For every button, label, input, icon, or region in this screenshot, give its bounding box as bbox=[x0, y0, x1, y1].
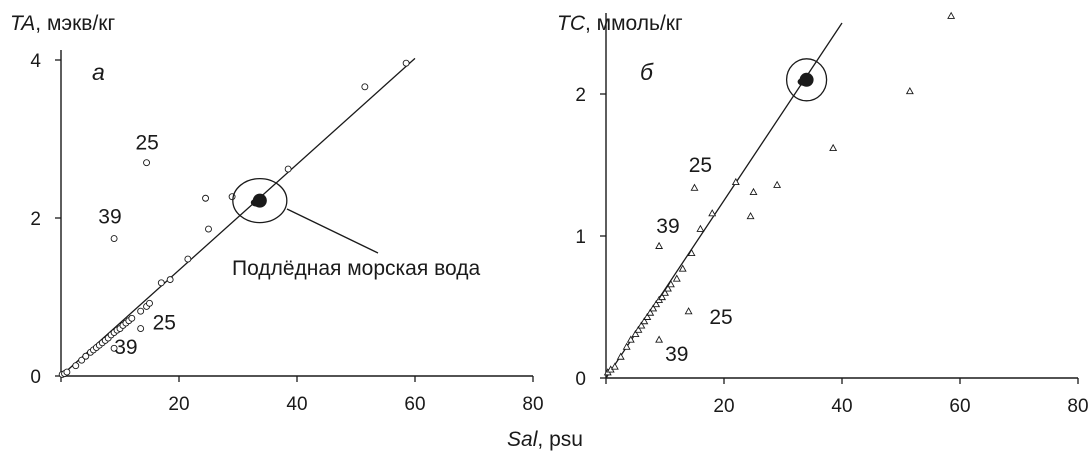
panel-b-data-point bbox=[948, 13, 954, 19]
panel-b-data-point bbox=[907, 88, 913, 94]
panel-a-data-point bbox=[111, 236, 117, 242]
panel-b-sample-label: 25 bbox=[709, 306, 732, 329]
panel-b-x-tick-label: 60 bbox=[949, 396, 970, 417]
panel-a-data-point bbox=[144, 160, 150, 166]
panel-a-y-tick-label: 4 bbox=[30, 51, 41, 72]
panel-b-y-tick-label: 0 bbox=[575, 369, 586, 390]
panel-a-data-point bbox=[167, 277, 173, 283]
panel-a-data-point bbox=[362, 84, 368, 90]
panel-b-sample-label: 39 bbox=[665, 343, 688, 366]
panel-a-data-point bbox=[185, 256, 191, 262]
panel-a-data-point bbox=[158, 280, 164, 286]
panel-b-y-tick-label: 2 bbox=[575, 85, 586, 106]
panel-a-y-tick-label: 0 bbox=[30, 367, 41, 388]
panel-a-data-point bbox=[64, 369, 70, 375]
panel-a-x-tick-label: 80 bbox=[522, 394, 543, 415]
panel-b-data-point bbox=[697, 226, 703, 232]
panel-a-data-point bbox=[129, 315, 135, 321]
panel-b-data-point bbox=[656, 243, 662, 249]
panel-b-data-point bbox=[618, 354, 624, 360]
panel-b-y-tick-label: 1 bbox=[575, 227, 586, 248]
panel-b-data-point bbox=[674, 275, 680, 281]
panel-b-sample-label: 25 bbox=[689, 154, 712, 177]
panel-a-data-point bbox=[147, 300, 153, 306]
callout-label: Подлёдная морская вода bbox=[232, 257, 480, 280]
panel-b-chart: TC, ммоль/кг б 20 40 60 80 0 1 2 25 39 25 39 bbox=[557, 12, 1089, 417]
panel-a-data-point bbox=[403, 60, 409, 66]
panel-b-data-point bbox=[612, 363, 618, 369]
panel-a-data-point bbox=[206, 226, 212, 232]
panel-b-letter: б bbox=[640, 59, 654, 85]
panel-a-y-tick-label: 2 bbox=[30, 209, 41, 230]
panel-a-x-tick-label: 20 bbox=[168, 394, 189, 415]
panel-b-cluster-blob bbox=[798, 78, 810, 86]
panel-a-data-point bbox=[73, 363, 79, 369]
panel-b-x-tick-label: 20 bbox=[713, 396, 734, 417]
panel-a-x-tick-label: 60 bbox=[404, 394, 425, 415]
panel-b-y-axis-title: TC, ммоль/кг bbox=[557, 12, 683, 35]
panel-a-data-point bbox=[285, 166, 291, 172]
panel-b-data-point bbox=[685, 308, 691, 314]
panel-a-sample-label: 39 bbox=[98, 206, 121, 229]
callout-leader-line bbox=[287, 209, 378, 253]
panel-b-data-point bbox=[830, 145, 836, 151]
panel-b-data-point bbox=[709, 210, 715, 216]
panel-a-sample-label: 25 bbox=[153, 311, 176, 334]
panel-b-data-point bbox=[750, 189, 756, 195]
panel-a-chart: TA, мэкв/кг а 20 40 60 80 0 2 4 25 39 25 39 bbox=[10, 12, 544, 415]
x-axis-title: Sal, psu bbox=[507, 428, 583, 451]
panel-a-data-point bbox=[138, 326, 144, 332]
panel-b-x-tick-label: 80 bbox=[1067, 396, 1088, 417]
panel-a-data-point bbox=[203, 195, 209, 201]
panel-a-y-axis-title: TA, мэкв/кг bbox=[10, 12, 115, 35]
panel-b-x-tick-label: 40 bbox=[831, 396, 852, 417]
panel-b-data-point bbox=[691, 185, 697, 191]
panel-a-x-tick-label: 40 bbox=[286, 394, 307, 415]
panel-a-sample-label: 39 bbox=[114, 336, 137, 359]
panel-b-sample-label: 39 bbox=[656, 215, 679, 238]
panel-a-cluster-blob bbox=[251, 199, 263, 207]
panel-b-data-point bbox=[656, 336, 662, 342]
panel-a-letter: а bbox=[92, 59, 105, 85]
panel-a-sample-label: 25 bbox=[135, 131, 158, 154]
panel-b-data-point bbox=[774, 182, 780, 188]
panel-b-data-point bbox=[747, 213, 753, 219]
callout: Подлёдная морская вода bbox=[232, 209, 480, 280]
panel-a-data-point bbox=[138, 308, 144, 314]
